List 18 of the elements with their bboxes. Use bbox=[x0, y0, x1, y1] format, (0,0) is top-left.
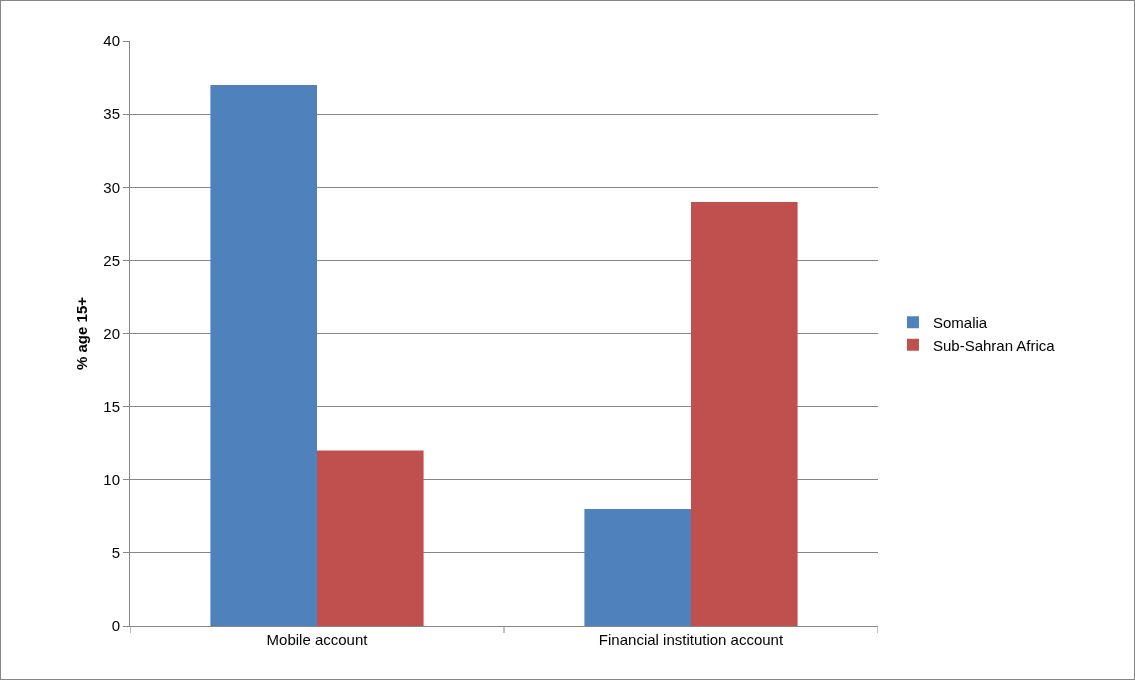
y-tick-label: 25 bbox=[103, 251, 120, 269]
y-tick-label: 5 bbox=[111, 544, 120, 562]
y-axis-title: % age 15+ bbox=[72, 296, 90, 370]
y-tick-label: 35 bbox=[103, 105, 120, 123]
y-tick-label: 30 bbox=[103, 178, 120, 196]
bar bbox=[317, 450, 424, 626]
y-tick-label: 10 bbox=[103, 471, 120, 488]
x-tick-label: Mobile account bbox=[266, 631, 369, 648]
y-tick-label: 15 bbox=[103, 397, 120, 415]
bar bbox=[210, 84, 317, 626]
y-tick-label: 20 bbox=[103, 324, 120, 342]
x-tick-label: Financial institution account bbox=[598, 631, 784, 648]
y-tick-label: 40 bbox=[103, 32, 120, 50]
legend-label: Sub-Sahran Africa bbox=[932, 336, 1056, 354]
bar bbox=[584, 509, 691, 626]
bar bbox=[691, 201, 798, 626]
y-tick-label: 0 bbox=[111, 617, 120, 635]
legend-label: Somalia bbox=[932, 314, 988, 332]
